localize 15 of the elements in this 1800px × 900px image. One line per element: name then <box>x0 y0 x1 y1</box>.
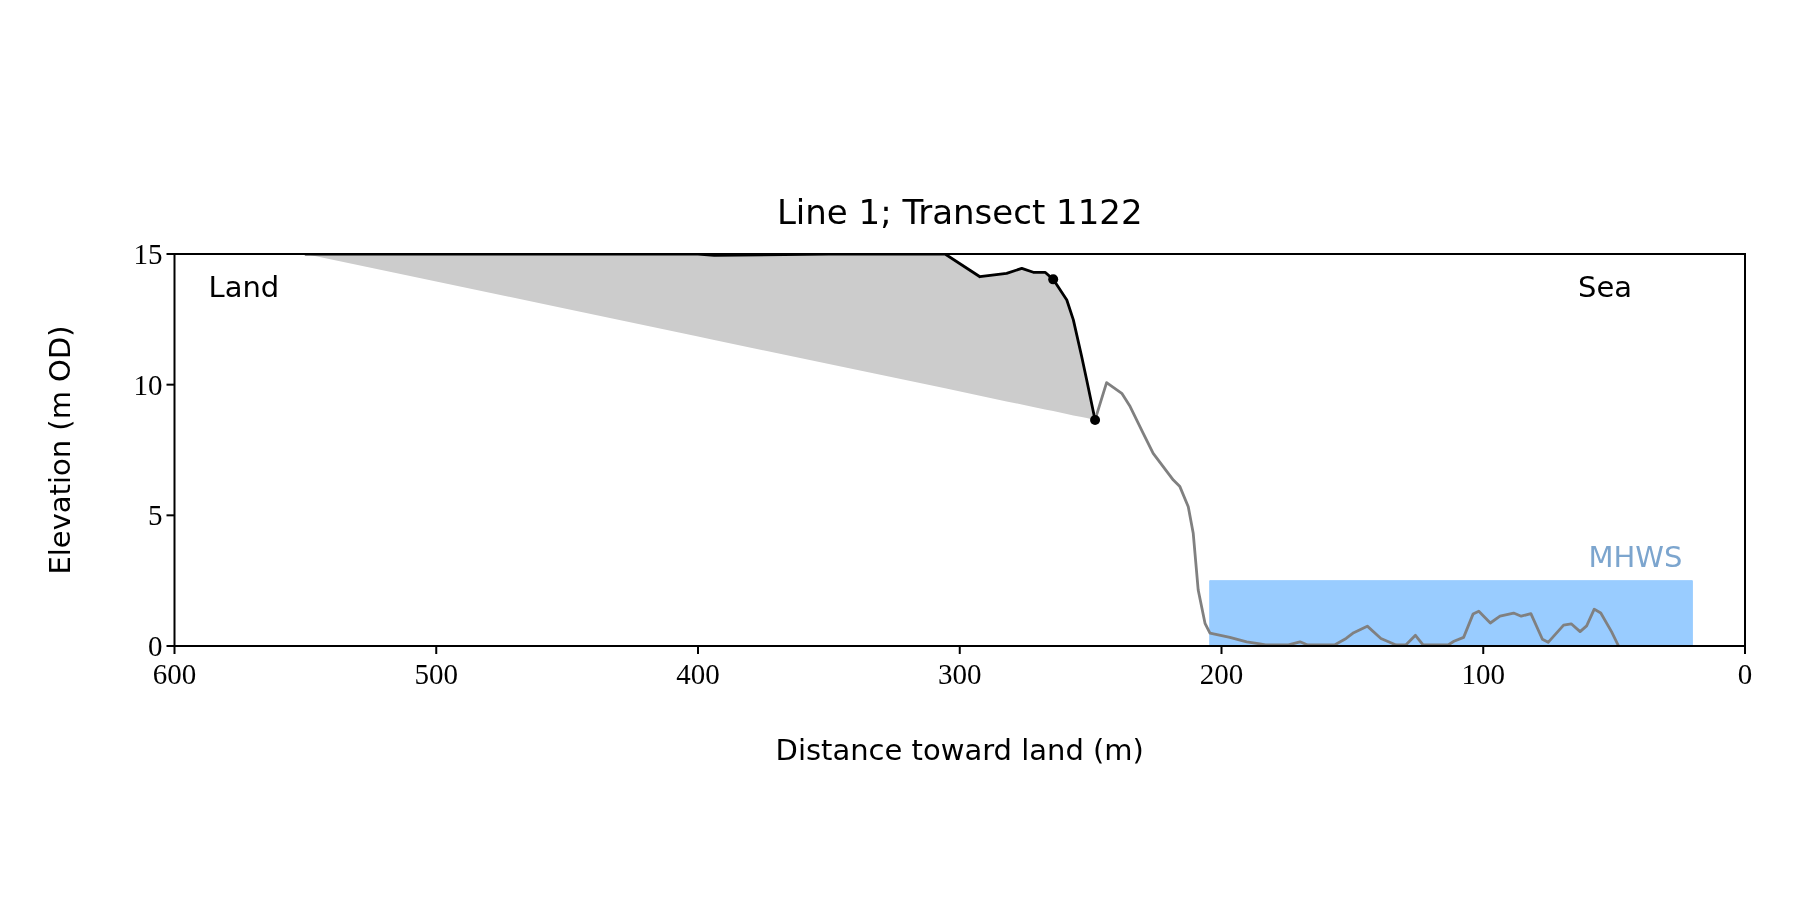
x-tick-label: 400 <box>676 658 720 690</box>
chart-title: Line 1; Transect 1122 <box>776 192 1143 232</box>
x-tick-label: 200 <box>1199 658 1244 690</box>
annotation: Sea <box>1577 270 1633 304</box>
series-label: MHWS <box>1588 539 1683 574</box>
y-tick-label: 10 <box>133 368 163 401</box>
x-tick-label: 0 <box>1737 658 1753 690</box>
x-tick-label: 300 <box>938 658 982 690</box>
y-tick-label: 5 <box>148 499 163 532</box>
annotation: Land <box>208 270 280 304</box>
y-tick-label: 15 <box>133 238 163 270</box>
x-axis-title: Distance toward land (m) <box>775 733 1144 767</box>
x-tick-label: 500 <box>414 658 458 690</box>
y-axis-title: Elevation (m OD) <box>43 325 77 575</box>
x-tick-label: 100 <box>1461 658 1505 690</box>
